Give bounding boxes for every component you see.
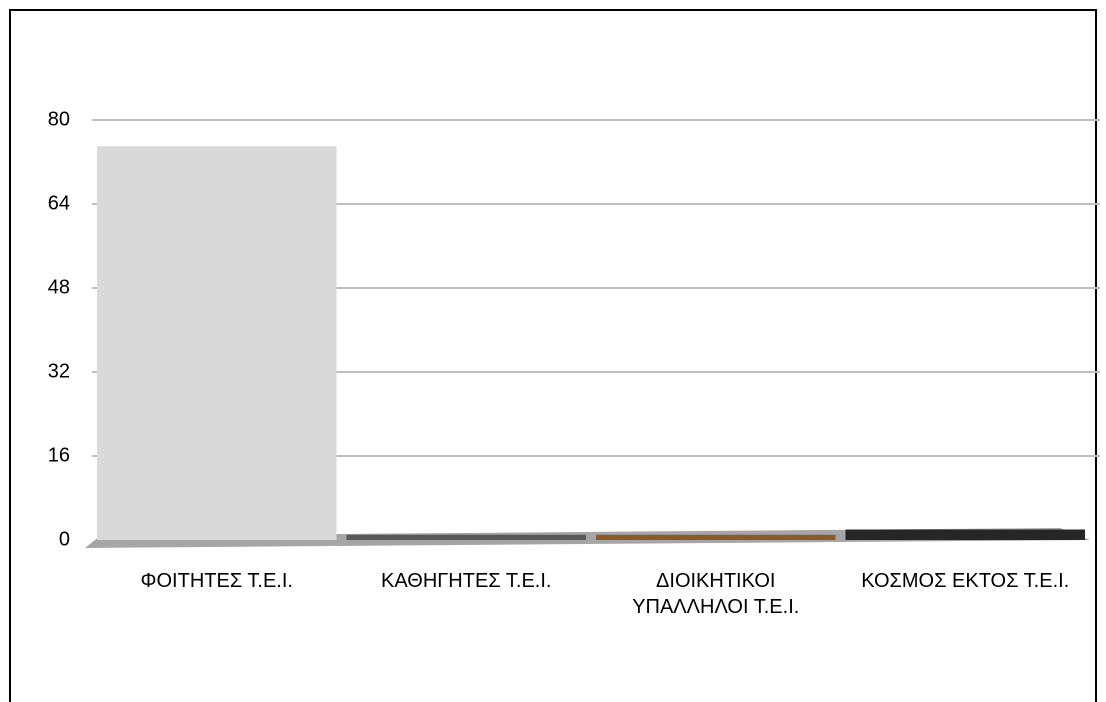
y-tick-label: 32 — [48, 360, 70, 382]
x-tick-label: ΚΟΣΜΟΣ ΕΚΤΟΣ Τ.Ε.Ι. — [861, 570, 1070, 592]
bar — [595, 534, 836, 540]
frame — [9, 9, 1097, 702]
x-tick-label: ΔΙΟΙΚΗΤΙΚΟΙ ΥΠΑΛΛΗΛΟΙ Τ.Ε.Ι. — [632, 570, 800, 618]
bar — [845, 529, 1086, 540]
y-tick-label: 0 — [59, 528, 70, 550]
bar — [346, 534, 587, 540]
y-tick-label: 80 — [48, 108, 70, 130]
x-tick-label: ΦΟΙΤΗΤΕΣ Τ.Ε.Ι. — [140, 570, 293, 592]
y-tick-label: 16 — [48, 444, 70, 466]
x-tick-label: ΚΑΘΗΓΗΤΕΣ Τ.Ε.Ι. — [381, 570, 552, 592]
y-tick-label: 64 — [48, 192, 70, 214]
floor — [85, 528, 1090, 548]
y-tick-label: 48 — [48, 276, 70, 298]
bar — [96, 146, 337, 540]
